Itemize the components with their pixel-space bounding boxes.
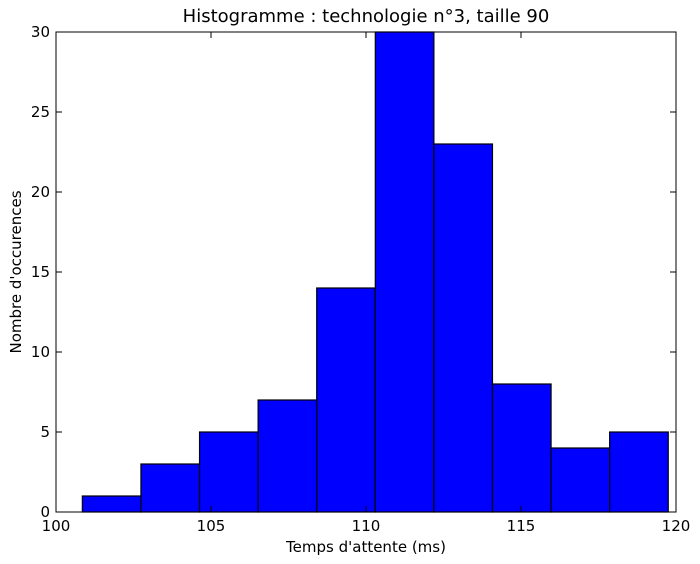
y-tick-label-2: 10 — [31, 343, 50, 361]
histogram-bar-6 — [433, 143, 494, 513]
histogram-bar-8 — [550, 447, 611, 513]
histogram-bar-5 — [374, 31, 435, 513]
x-tick-label-1: 105 — [197, 517, 226, 535]
y-tick-label-0: 0 — [40, 503, 50, 521]
x-tick-label-0: 100 — [42, 517, 71, 535]
y-axis-ticks: 0 5 10 15 20 25 30 — [31, 23, 676, 521]
histogram-bar-4 — [316, 287, 376, 513]
x-axis-label: Temps d'attente (ms) — [285, 538, 446, 556]
histogram-bar-2 — [198, 431, 259, 513]
chart-title: Histogramme : technologie n°3, taille 90 — [183, 6, 550, 27]
y-tick-label-1: 5 — [40, 423, 50, 441]
y-tick-label-5: 25 — [31, 103, 50, 121]
y-tick-label-6: 30 — [31, 23, 50, 41]
x-tick-label-3: 115 — [507, 517, 536, 535]
histogram-bar-3 — [257, 399, 318, 513]
histogram-bar-0 — [81, 495, 142, 513]
bars-group — [81, 31, 669, 513]
histogram-bar-7 — [491, 383, 552, 513]
histogram-bar-9 — [609, 431, 669, 513]
x-tick-label-4: 120 — [662, 517, 691, 535]
y-tick-label-3: 15 — [31, 263, 50, 281]
histogram-bar-1 — [140, 463, 201, 513]
y-axis-label: Nombre d'occurences — [7, 190, 25, 353]
y-tick-label-4: 20 — [31, 183, 50, 201]
x-axis-ticks: 100 105 110 115 120 — [42, 32, 691, 535]
x-tick-label-2: 110 — [352, 517, 381, 535]
